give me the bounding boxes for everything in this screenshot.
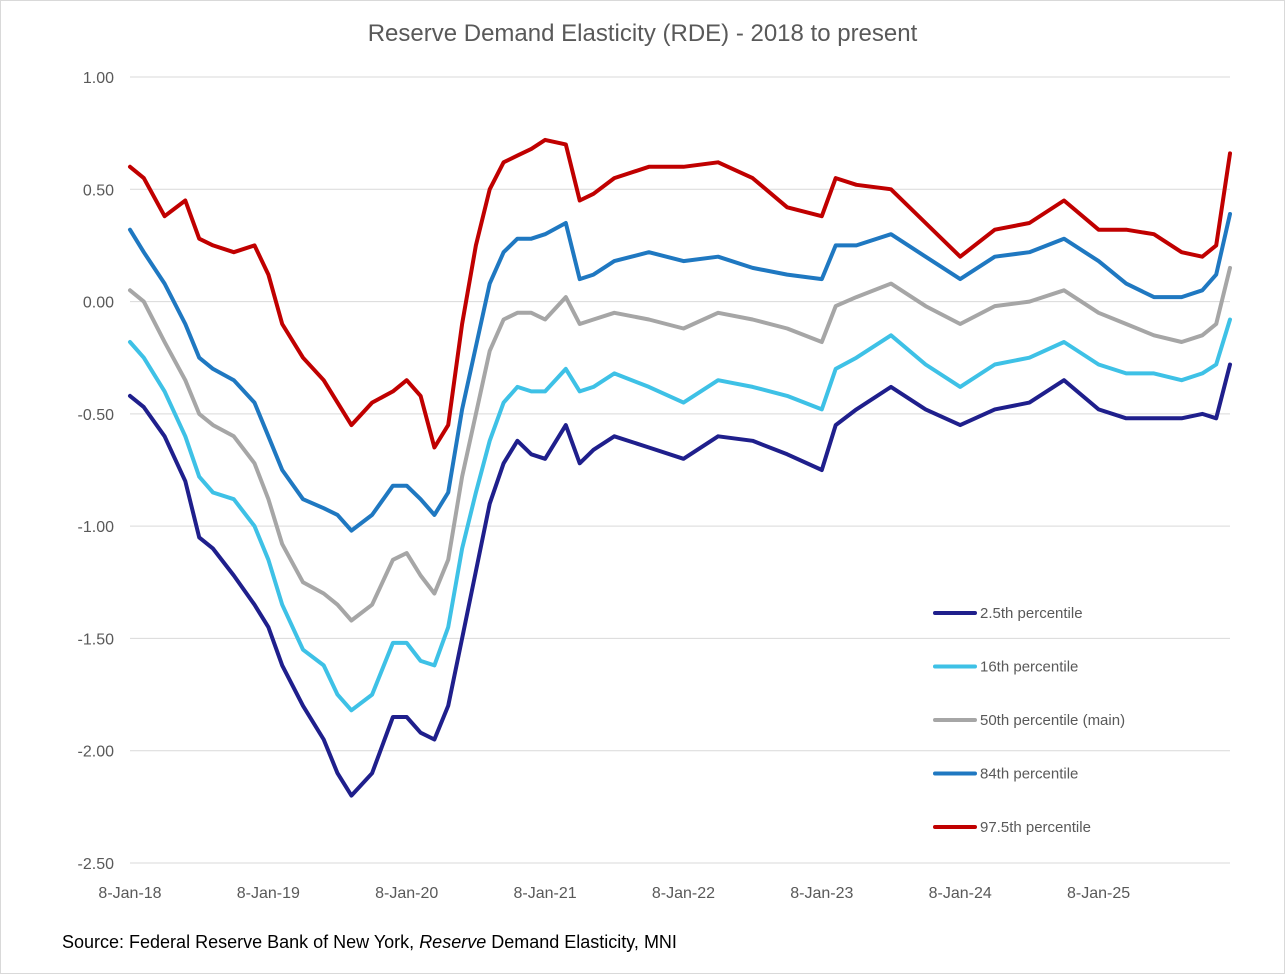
legend-label-4: 97.5th percentile xyxy=(980,819,1091,836)
chart-title: Reserve Demand Elasticity (RDE) - 2018 t… xyxy=(367,20,918,47)
x-tick-label: 8-Jan-23 xyxy=(790,885,853,902)
y-tick-label: -2.00 xyxy=(78,744,115,761)
legend-label-0: 2.5th percentile xyxy=(980,605,1083,622)
y-axis: 1.00 0.50 0.00 -0.50 -1.00 -1.50 -2.00 -2.50 xyxy=(78,70,115,873)
legend-label-3: 84th percentile xyxy=(980,766,1078,783)
series-lines xyxy=(128,137,1232,798)
y-tick-label: 0.50 xyxy=(83,182,114,199)
x-axis: 8-Jan-18 8-Jan-19 8-Jan-20 8-Jan-21 8-Jan-22… xyxy=(98,885,1130,902)
y-tick-label: 0.00 xyxy=(83,295,114,312)
gridlines xyxy=(130,76,1230,864)
x-tick-label: 8-Jan-24 xyxy=(929,885,992,902)
series-line-2 xyxy=(128,265,1232,623)
y-tick-label: -1.00 xyxy=(78,519,115,536)
legend: 2.5th percentile 16th percentile 50th perc… xyxy=(933,605,1125,836)
x-tick-label: 8-Jan-25 xyxy=(1067,885,1130,902)
legend-label-1: 16th percentile xyxy=(980,659,1078,676)
x-tick-label: 8-Jan-18 xyxy=(98,885,161,902)
source-italic: Reserve xyxy=(419,932,487,952)
x-tick-label: 8-Jan-21 xyxy=(514,885,577,902)
source-suffix: Demand Elasticity, MNI xyxy=(486,932,677,952)
x-tick-label: 8-Jan-20 xyxy=(375,885,438,902)
series-line-0 xyxy=(128,362,1232,798)
source-note: Source: Federal Reserve Bank of New York… xyxy=(62,932,677,953)
y-tick-label: -0.50 xyxy=(78,407,115,424)
series-line-1 xyxy=(128,317,1232,713)
y-tick-label: -2.50 xyxy=(78,856,115,873)
y-tick-label: 1.00 xyxy=(83,70,114,87)
x-tick-label: 8-Jan-19 xyxy=(237,885,300,902)
series-line-3 xyxy=(128,212,1232,533)
source-prefix: Source: Federal Reserve Bank of New York… xyxy=(62,932,420,952)
x-tick-label: 8-Jan-22 xyxy=(652,885,715,902)
legend-label-2: 50th percentile (main) xyxy=(980,712,1125,729)
series-line-4 xyxy=(128,137,1232,450)
y-tick-label: -1.50 xyxy=(78,631,115,648)
